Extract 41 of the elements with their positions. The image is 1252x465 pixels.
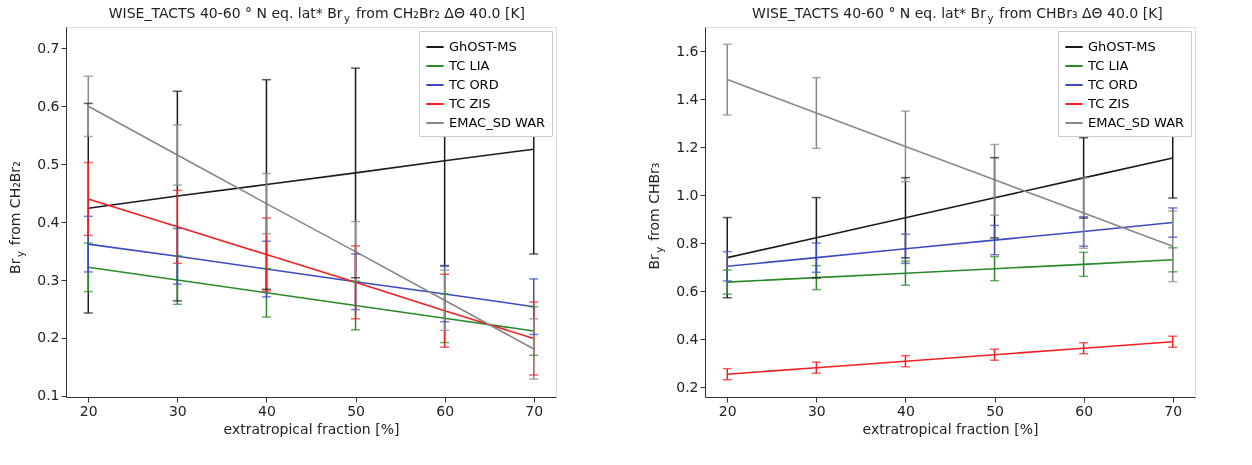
legend-label: TC ZIS — [1087, 96, 1130, 111]
y-tick-label: 1.6 — [676, 42, 699, 59]
y-tick-label: 0.6 — [37, 97, 60, 114]
legend-label: GhOST-MS — [1088, 39, 1156, 54]
y-tick-label: 0.7 — [37, 39, 60, 56]
x-tick-label: 20 — [718, 402, 737, 419]
x-tick-label: 40 — [258, 402, 276, 419]
legend-label: TC ORD — [448, 77, 499, 92]
y-tick-label: 0.2 — [676, 378, 699, 395]
x-tick-label: 70 — [525, 402, 544, 419]
y-tick-label: 0.4 — [37, 213, 60, 230]
legend-label: TC ZIS — [448, 96, 491, 111]
x-tick-label: 70 — [1164, 402, 1183, 419]
x-tick-label: 20 — [79, 402, 98, 419]
y-tick-label: 0.6 — [676, 282, 699, 299]
x-tick-label: 60 — [436, 402, 455, 419]
legend-label: EMAC_SD WAR — [449, 115, 546, 130]
y-tick-label: 0.5 — [37, 155, 60, 172]
legend-label: GhOST-MS — [449, 39, 517, 54]
x-tick-label: 50 — [986, 402, 1004, 419]
x-tick-label: 30 — [168, 402, 187, 419]
x-tick-label: 60 — [1075, 402, 1094, 419]
y-axis-title: Bry from CH₂Br₂ — [7, 161, 27, 274]
legend-label: TC LIA — [1087, 58, 1129, 73]
x-tick-label: 40 — [897, 402, 915, 419]
legend-label: TC ORD — [1087, 77, 1138, 92]
y-tick-label: 0.2 — [37, 329, 60, 346]
x-axis-title: extratropical fraction [%] — [862, 420, 1039, 437]
x-tick-label: 50 — [347, 402, 365, 419]
y-tick-label: 1.0 — [676, 186, 699, 203]
y-tick-label: 0.1 — [37, 387, 60, 404]
y-tick-label: 0.4 — [676, 330, 699, 347]
y-tick-label: 1.4 — [676, 90, 699, 107]
x-tick-label: 30 — [807, 402, 826, 419]
x-axis-title: extratropical fraction [%] — [223, 420, 400, 437]
legend-label: TC LIA — [448, 58, 490, 73]
y-tick-label: 1.2 — [676, 138, 699, 155]
y-tick-label: 0.8 — [676, 234, 699, 251]
y-axis-title: Bry from CHBr₃ — [646, 162, 666, 270]
legend-label: EMAC_SD WAR — [1088, 115, 1185, 130]
y-tick-label: 0.3 — [37, 271, 60, 288]
